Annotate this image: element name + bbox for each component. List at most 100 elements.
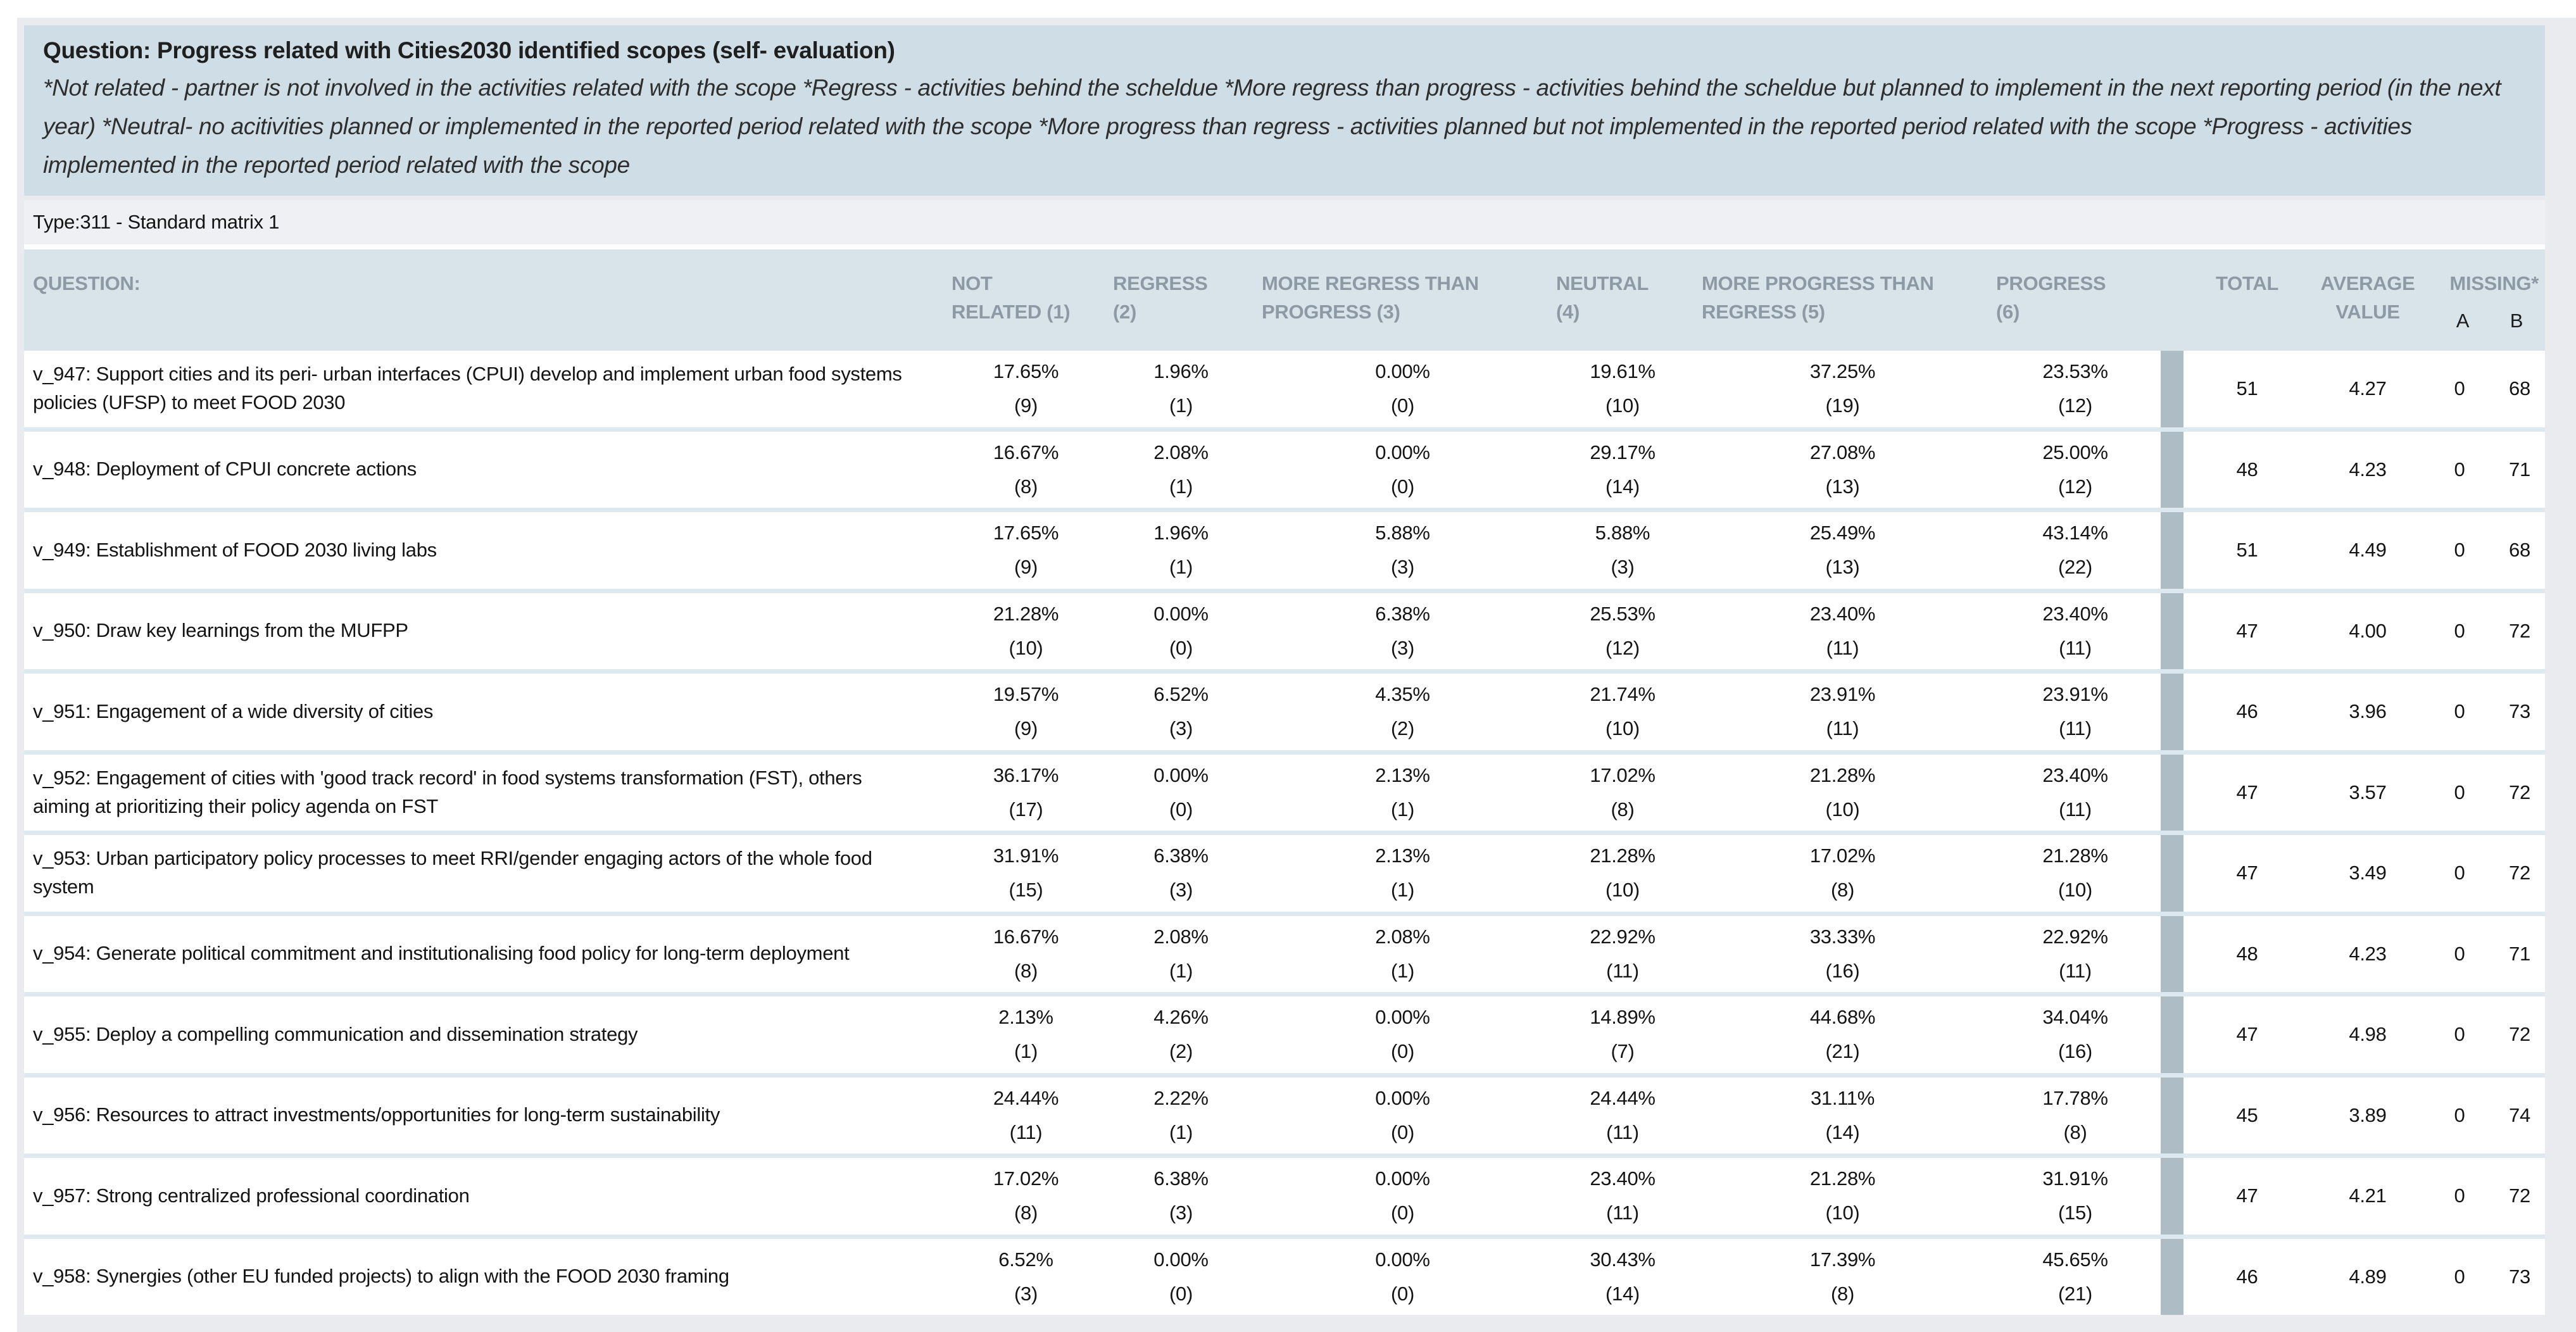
percentage-value: 24.44% — [1590, 1086, 1656, 1109]
percentage-value: 1.96% — [1153, 522, 1209, 544]
column-header-line: (6) — [1996, 301, 2020, 324]
percentage-value: 45.65% — [2042, 1248, 2108, 1271]
response-count: (8) — [2063, 1121, 2087, 1143]
separator-bar-header — [2161, 249, 2183, 351]
column-header-missing: MISSING* A B — [2425, 249, 2545, 351]
response-count: (11) — [1009, 1121, 1043, 1143]
answer-percentage-cell: 0.00% (0) — [1255, 1234, 1550, 1316]
answer-percentage-cell: 23.40% (11) — [1990, 588, 2161, 672]
response-count: (7) — [1611, 1040, 1635, 1063]
total-cell: 45 — [2183, 1072, 2311, 1156]
missing-b-cell: 72 — [2494, 831, 2545, 914]
response-count: (15) — [2058, 1202, 2092, 1224]
percentage-value: 2.08% — [1153, 925, 1209, 948]
response-count: (0) — [1391, 1121, 1414, 1143]
response-count: (8) — [1014, 1202, 1038, 1224]
response-count: (3) — [1169, 1202, 1193, 1224]
column-header-question: QUESTION: — [24, 249, 945, 351]
response-count: (9) — [1014, 717, 1038, 740]
answer-percentage-cell: 17.02% (8) — [1695, 831, 1990, 914]
percentage-value: 30.43% — [1590, 1248, 1656, 1271]
answer-percentage-cell: 31.11% (14) — [1695, 1072, 1990, 1156]
total-cell: 51 — [2183, 351, 2311, 430]
percentage-value: 0.00% — [1375, 441, 1430, 463]
answer-percentage-cell: 17.02% (8) — [945, 1153, 1107, 1237]
response-count: (16) — [1825, 959, 1860, 982]
table-row: v_951: Engagement of a wide diversity of… — [24, 669, 2545, 753]
response-count: (12) — [2058, 394, 2092, 417]
question-cell: v_957: Strong centralized professional c… — [24, 1153, 945, 1237]
percentage-value: 17.65% — [993, 522, 1059, 544]
percentage-value: 0.00% — [1375, 1248, 1430, 1271]
missing-b-cell: 74 — [2494, 1072, 2545, 1156]
missing-a-cell: 0 — [2425, 427, 2494, 510]
total-cell: 48 — [2183, 911, 2311, 995]
answer-percentage-cell: 16.67% (8) — [945, 427, 1107, 510]
question-cell: v_955: Deploy a compelling communication… — [24, 992, 945, 1076]
answer-percentage-cell: 0.00% (0) — [1107, 1234, 1255, 1316]
percentage-value: 17.39% — [1809, 1248, 1876, 1271]
percentage-value: 4.26% — [1153, 1006, 1209, 1029]
answer-percentage-cell: 27.08% (13) — [1695, 427, 1990, 510]
percentage-value: 21.28% — [2042, 845, 2108, 867]
response-count: (1) — [1014, 1040, 1038, 1063]
question-cell: v_952: Engagement of cities with 'good t… — [24, 750, 945, 833]
percentage-value: 17.02% — [1809, 845, 1876, 867]
response-count: (10) — [1825, 1202, 1860, 1224]
total-cell: 47 — [2183, 750, 2311, 833]
total-cell: 48 — [2183, 427, 2311, 510]
answer-percentage-cell: 1.96% (1) — [1107, 508, 1255, 591]
missing-a-cell: 0 — [2425, 508, 2494, 591]
separator-bar — [2161, 1153, 2183, 1237]
question-cell: v_954: Generate political commitment and… — [24, 911, 945, 995]
percentage-value: 0.00% — [1153, 1248, 1209, 1271]
percentage-value: 0.00% — [1375, 360, 1430, 383]
question-title: Question: Progress related with Cities20… — [43, 37, 895, 63]
answer-percentage-cell: 37.25% (19) — [1695, 351, 1990, 430]
answer-percentage-cell: 24.44% (11) — [1550, 1072, 1695, 1156]
separator-bar — [2161, 588, 2183, 672]
answer-percentage-cell: 0.00% (0) — [1255, 992, 1550, 1076]
question-summary-panel: Question: Progress related with Cities20… — [17, 18, 2576, 1332]
missing-a-cell: 0 — [2425, 1234, 2494, 1316]
total-cell: 47 — [2183, 831, 2311, 914]
response-count: (22) — [2058, 556, 2092, 579]
response-count: (1) — [1169, 959, 1193, 982]
response-count: (14) — [1605, 475, 1640, 498]
percentage-value: 19.61% — [1590, 360, 1656, 383]
table-row: v_953: Urban participatory policy proces… — [24, 831, 2545, 914]
missing-subheaders: A B — [2431, 307, 2539, 336]
missing-a-cell: 0 — [2425, 351, 2494, 430]
answer-percentage-cell: 17.65% (9) — [945, 508, 1107, 591]
results-table-wrap: QUESTION: NOT RELATED (1) REGRESS (2) MO… — [24, 244, 2545, 1316]
table-row: v_956: Resources to attract investments/… — [24, 1072, 2545, 1156]
missing-b-cell: 72 — [2494, 992, 2545, 1076]
answer-percentage-cell: 22.92% (11) — [1990, 911, 2161, 995]
response-count: (11) — [1606, 1121, 1639, 1143]
missing-b-cell: 68 — [2494, 351, 2545, 430]
question-cell: v_947: Support cities and its peri- urba… — [24, 351, 945, 430]
missing-b-cell: 71 — [2494, 911, 2545, 995]
separator-bar — [2161, 831, 2183, 914]
missing-a-cell: 0 — [2425, 1072, 2494, 1156]
answer-percentage-cell: 17.78% (8) — [1990, 1072, 2161, 1156]
response-count: (8) — [1831, 879, 1854, 902]
answer-percentage-cell: 30.43% (14) — [1550, 1234, 1695, 1316]
answer-percentage-cell: 23.40% (11) — [1695, 588, 1990, 672]
answer-percentage-cell: 23.40% (11) — [1550, 1153, 1695, 1237]
percentage-value: 43.14% — [2042, 522, 2108, 544]
missing-b-cell: 71 — [2494, 427, 2545, 510]
answer-percentage-cell: 6.52% (3) — [945, 1234, 1107, 1316]
missing-subheader-a: A — [2456, 310, 2470, 332]
answer-percentage-cell: 23.40% (11) — [1990, 750, 2161, 833]
response-count: (3) — [1169, 879, 1193, 902]
column-header-not-related: NOT RELATED (1) — [945, 249, 1107, 351]
percentage-value: 2.13% — [998, 1006, 1053, 1029]
average-value-cell: 4.21 — [2311, 1153, 2425, 1237]
answer-percentage-cell: 2.08% (1) — [1255, 911, 1550, 995]
percentage-value: 19.57% — [993, 683, 1059, 706]
percentage-value: 25.53% — [1590, 602, 1656, 625]
percentage-value: 23.91% — [2042, 683, 2108, 706]
percentage-value: 0.00% — [1375, 1167, 1430, 1190]
table-row: v_955: Deploy a compelling communication… — [24, 992, 2545, 1076]
